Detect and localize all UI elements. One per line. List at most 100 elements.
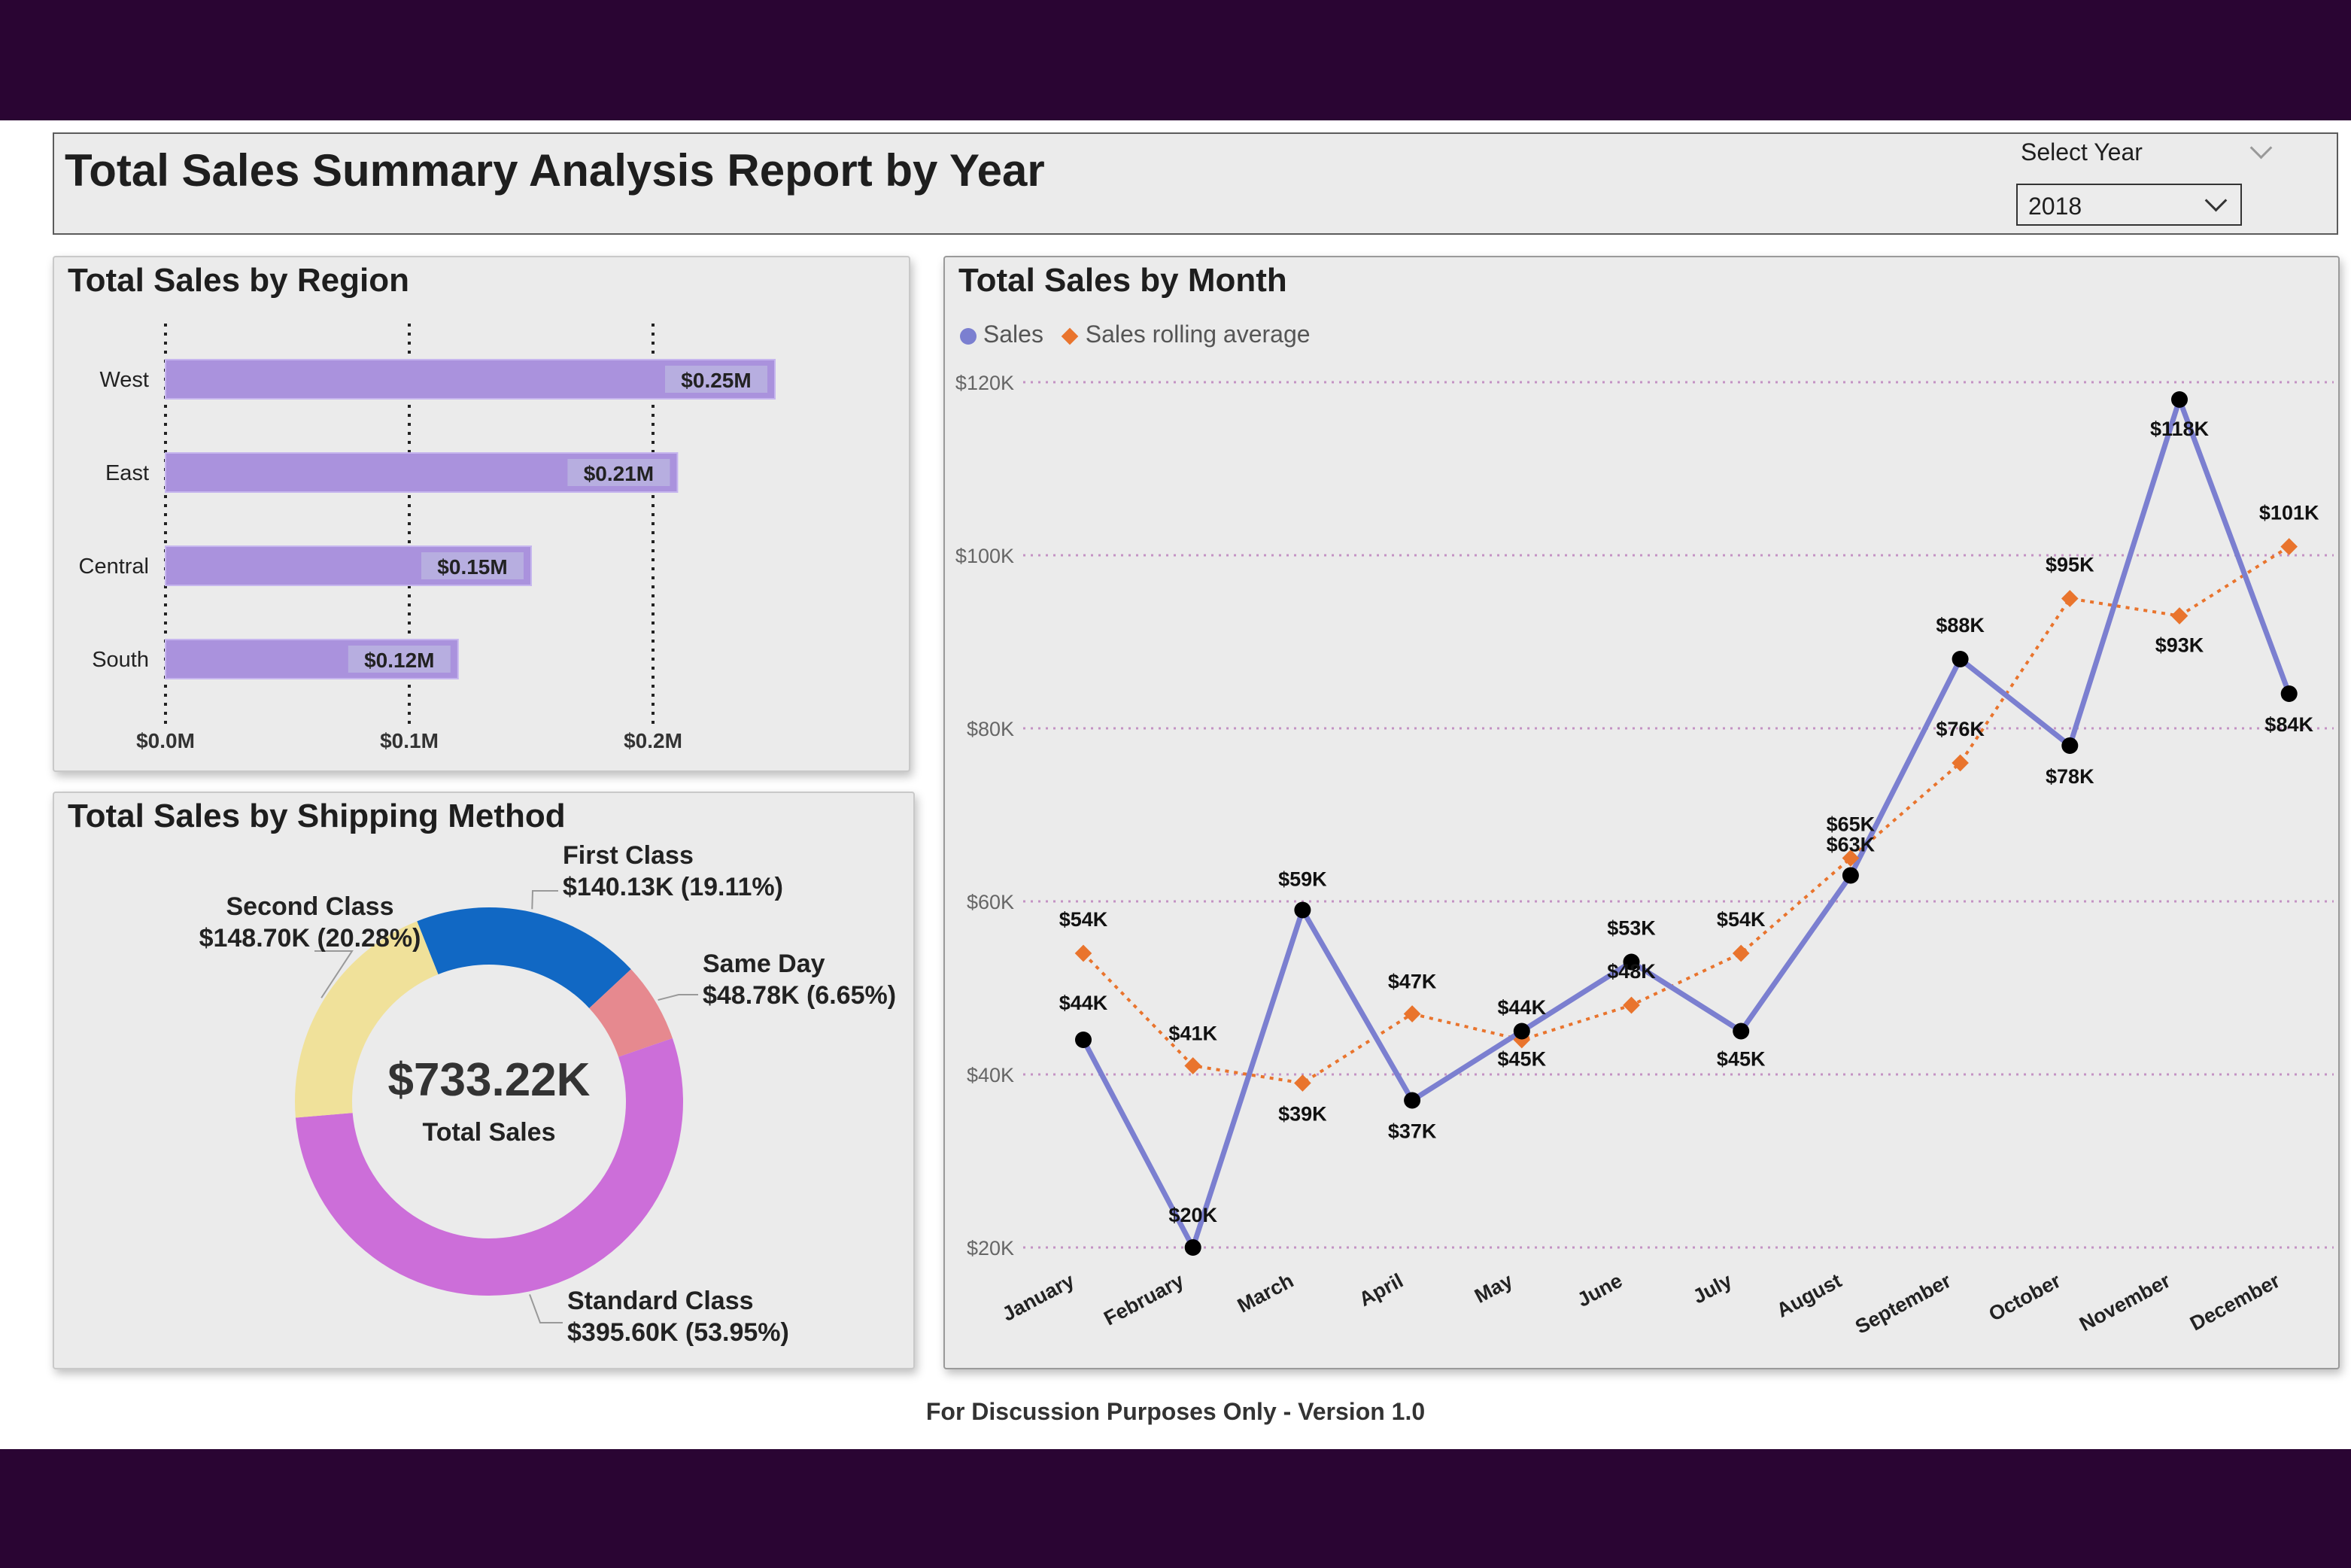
- slice-name: First Class: [563, 841, 694, 870]
- sales-point: [1513, 1023, 1530, 1040]
- sales-point: [1733, 1023, 1750, 1040]
- x-tick-label: April: [1356, 1269, 1407, 1311]
- sales-data-label: $59K: [1278, 868, 1327, 891]
- legend-rolling-label: Sales rolling average: [1085, 321, 1311, 348]
- month-chart: $20K $40K $60K $80K $100K $120K January Februar…: [955, 372, 2334, 1339]
- data-label: $0.12M: [364, 649, 434, 672]
- sales-point: [1184, 1239, 1201, 1256]
- rolling-average-point: [2061, 590, 2079, 607]
- total-sales-value: $733.22K: [388, 1054, 591, 1106]
- rolling-average-point: [1294, 1074, 1311, 1092]
- rolling-data-label: $47K: [1388, 971, 1437, 993]
- donut-slice: [589, 969, 673, 1057]
- sales-data-label: $88K: [1936, 614, 1985, 637]
- donut-slice: [417, 907, 631, 1008]
- x-tick-label: November: [2076, 1269, 2174, 1336]
- x-tick-label: March: [1234, 1269, 1297, 1317]
- chevron-down-icon[interactable]: [2204, 189, 2228, 212]
- y-tick-label: $60K: [967, 891, 1014, 913]
- footer-note: For Discussion Purposes Only - Version 1…: [925, 1398, 1426, 1425]
- total-sales-label: Total Sales: [423, 1118, 556, 1147]
- data-label: $0.21M: [584, 462, 654, 485]
- y-tick-label: $40K: [967, 1064, 1014, 1086]
- x-tick-label: September: [1851, 1269, 1955, 1339]
- chevron-down-icon[interactable]: [2249, 136, 2273, 160]
- rolling-data-label: $54K: [1059, 908, 1108, 931]
- x-tick-label: January: [998, 1269, 1078, 1326]
- rolling-data-label: $54K: [1717, 908, 1766, 931]
- sales-data-label: $20K: [1168, 1204, 1217, 1226]
- data-label-bg: [421, 552, 524, 579]
- sales-point: [1623, 953, 1640, 971]
- x-tick-label: August: [1773, 1269, 1845, 1322]
- rolling-average-point: [1732, 944, 1750, 962]
- sales-data-label: $44K: [1059, 992, 1108, 1014]
- year-slicer-header[interactable]: Select Year: [2021, 136, 2284, 166]
- rolling-average-point: [1842, 849, 1860, 867]
- data-label: $0.15M: [437, 555, 507, 579]
- leader-line: [529, 1294, 563, 1323]
- donut-slice: [295, 921, 439, 1118]
- rolling-data-label: $41K: [1168, 1023, 1217, 1045]
- sales-point: [2171, 391, 2188, 408]
- shipping-chart-panel: Total Sales by Shipping Method $733.22K T…: [53, 792, 915, 1369]
- year-slicer-label: Select Year: [2021, 138, 2143, 166]
- category-label: South: [92, 648, 149, 672]
- x-tick-label: $0.0M: [136, 729, 195, 752]
- sales-data-label: $78K: [2046, 765, 2094, 788]
- x-tick-label: $0.2M: [624, 729, 682, 752]
- leader-line: [314, 950, 354, 998]
- rolling-average-point: [1184, 1057, 1202, 1074]
- x-tick-label: May: [1471, 1269, 1516, 1308]
- region-chart: $0.0M $0.1M $0.2M West $0.25M East $0.21M Centr…: [79, 324, 776, 752]
- rolling-average-point: [1952, 754, 1969, 772]
- slice-name: Standard Class: [567, 1287, 754, 1315]
- y-tick-label: $100K: [955, 545, 1014, 567]
- sales-point: [2280, 685, 2298, 702]
- x-tick-label: July: [1689, 1269, 1736, 1308]
- rolling-average-point: [2280, 538, 2298, 555]
- sales-point: [2061, 737, 2079, 754]
- legend-sales-label: Sales: [983, 321, 1043, 348]
- rolling-average-point: [1403, 1005, 1421, 1023]
- sales-data-label: $63K: [1827, 834, 1876, 856]
- rolling-data-label: $39K: [1278, 1103, 1327, 1126]
- slice-value-label: $148.70K (20.28%): [199, 924, 421, 953]
- sales-data-label: $84K: [2264, 713, 2313, 736]
- category-label: East: [105, 461, 149, 485]
- rolling-data-label: $44K: [1498, 996, 1547, 1019]
- rolling-average-point: [1074, 944, 1092, 962]
- data-label-bg: [665, 366, 767, 393]
- x-tick-label: December: [2186, 1269, 2284, 1336]
- month-chart-legend: Sales Sales rolling average: [960, 321, 1311, 348]
- slice-name: Same Day: [703, 950, 825, 978]
- x-tick-label: $0.1M: [380, 729, 439, 752]
- sales-point: [1075, 1032, 1092, 1048]
- month-chart-panel: Total Sales by Month Sales Sales rolling…: [943, 256, 2340, 1369]
- data-label-bg: [567, 459, 670, 486]
- category-label: Central: [79, 555, 150, 579]
- sales-point: [1404, 1092, 1421, 1109]
- rolling-average-point: [1623, 996, 1640, 1014]
- leader-line: [531, 890, 558, 910]
- rolling-data-label: $65K: [1827, 813, 1876, 836]
- rolling-data-label: $93K: [2155, 634, 2204, 657]
- region-chart-title: Total Sales by Region: [68, 262, 409, 299]
- rolling-data-label: $48K: [1607, 960, 1656, 983]
- legend-sales-marker: [960, 327, 977, 345]
- sales-data-label: $37K: [1388, 1120, 1437, 1143]
- year-dropdown-value: 2018: [2028, 193, 2082, 220]
- sales-point: [1842, 867, 1859, 884]
- sales-data-label: $45K: [1498, 1048, 1547, 1071]
- sales-data-label: $53K: [1607, 917, 1656, 940]
- data-label: $0.25M: [681, 369, 751, 392]
- sales-point: [1952, 651, 1969, 667]
- donut-slice: [295, 1038, 684, 1296]
- sales-point: [1294, 901, 1311, 919]
- rolling-data-label: $76K: [1936, 718, 1985, 740]
- shipping-chart: $733.22K Total Sales First Class $140.13K (…: [199, 841, 896, 1347]
- rolling-data-label: $95K: [2046, 554, 2094, 576]
- slice-name: Second Class: [226, 892, 394, 921]
- region-chart-panel: Total Sales by Region $0.0M $0.1M $0.2M Wes…: [53, 256, 910, 772]
- year-dropdown[interactable]: 2018: [2016, 184, 2242, 226]
